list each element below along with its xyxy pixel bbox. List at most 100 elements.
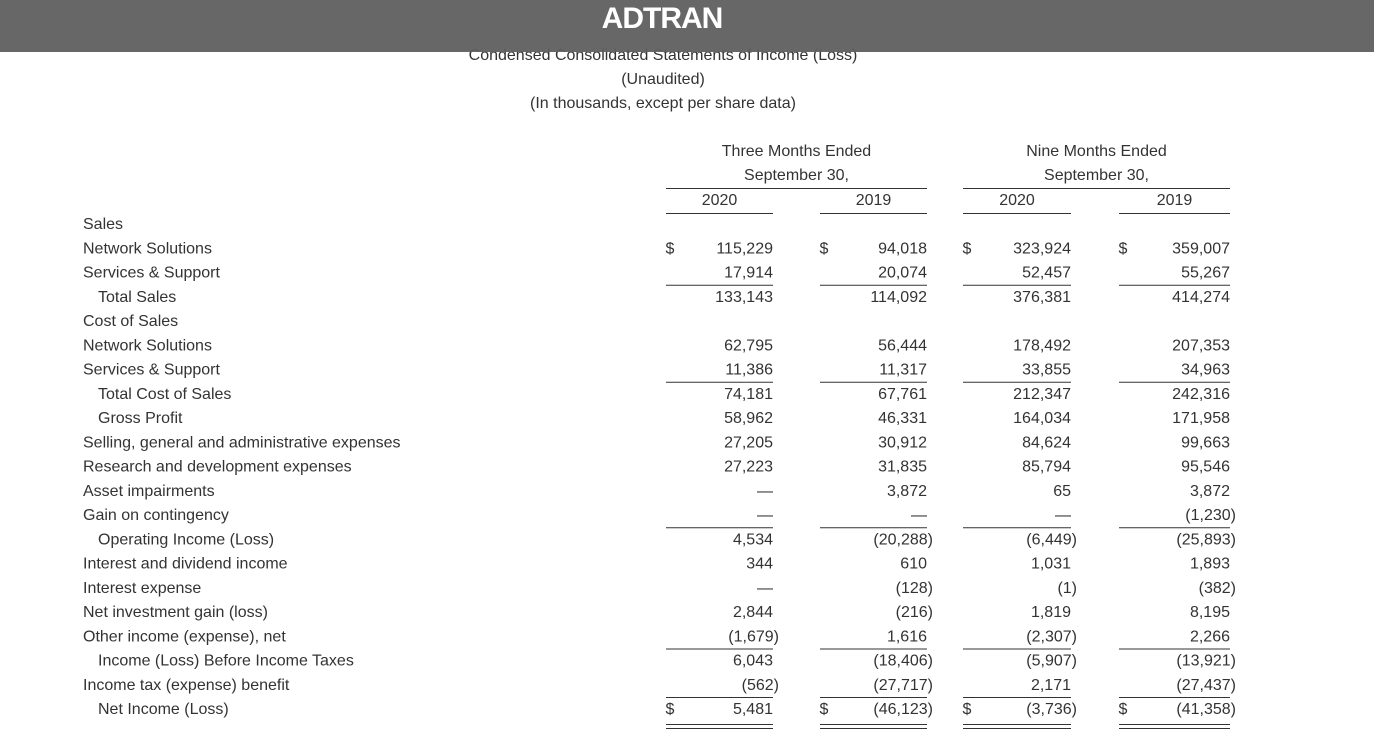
currency-sign: $ (1119, 701, 1128, 718)
cell-value: (25,893) (1176, 531, 1236, 548)
cell-value: 17,914 (724, 265, 773, 282)
cell-value: 2,266 (1190, 628, 1230, 645)
cell-value: 212,347 (1013, 386, 1071, 403)
cell-value: 20,074 (878, 265, 927, 282)
cell-value: 376,381 (1013, 289, 1071, 306)
cell-value: 5,481 (733, 701, 773, 718)
row-label: Services & Support (83, 362, 221, 379)
row-label: Net investment gain (loss) (83, 604, 268, 621)
cell-value: 8,195 (1190, 604, 1230, 621)
row-label: Net Income (Loss) (98, 701, 229, 718)
cell-value: 414,274 (1172, 289, 1230, 306)
cell-value: (1,679) (728, 628, 779, 645)
row-label: Operating Income (Loss) (98, 531, 274, 548)
row-label: Interest expense (83, 580, 201, 597)
cell-value: 610 (900, 556, 927, 573)
cell-value: (562) (742, 677, 779, 694)
year-label: 2020 (702, 192, 738, 209)
year-label: 2020 (999, 192, 1035, 209)
title-line: (In thousands, except per share data) (530, 95, 796, 112)
cell-value: 164,034 (1013, 410, 1071, 427)
cell-value: (46,123) (873, 701, 933, 718)
cell-value: 1,616 (887, 628, 927, 645)
cell-value: 46,331 (878, 410, 927, 427)
cell-value: 99,663 (1181, 434, 1230, 451)
cell-value: 11,386 (725, 362, 773, 379)
cell-value: 2,844 (733, 604, 773, 621)
cell-value: 114,092 (870, 289, 927, 306)
cell-value: 1,819 (1031, 604, 1071, 621)
cell-value: 4,534 (733, 531, 773, 548)
cell-value: 2,171 (1031, 677, 1071, 694)
cell-value: 323,924 (1013, 240, 1071, 257)
cell-value: 65 (1053, 483, 1071, 500)
cell-value: 58,962 (724, 410, 773, 427)
cell-value: (27,437) (1176, 677, 1236, 694)
cell-value: 3,872 (887, 483, 927, 500)
row-label: Services & Support (83, 265, 221, 282)
cell-value: 27,205 (724, 434, 773, 451)
cell-value: 359,007 (1172, 240, 1230, 257)
row-label: Total Sales (98, 289, 176, 306)
row-label: Gross Profit (98, 410, 183, 427)
currency-sign: $ (820, 701, 829, 718)
cell-value: (18,406) (873, 653, 933, 670)
currency-sign: $ (963, 701, 972, 718)
title-line: (Unaudited) (621, 71, 705, 88)
cell-value: 55,267 (1181, 265, 1230, 282)
cell-value: (1,230) (1185, 507, 1236, 524)
logo: ADTRAN (602, 2, 723, 35)
cell-value: 1,031 (1031, 556, 1071, 573)
row-label: Other income (expense), net (83, 628, 286, 645)
row-label: Network Solutions (83, 240, 212, 257)
cell-value: 344 (746, 556, 773, 573)
column-group-label: September 30, (744, 167, 849, 184)
cell-value: (2,307) (1026, 628, 1077, 645)
cell-value: 33,855 (1022, 362, 1071, 379)
currency-sign: $ (666, 240, 675, 257)
column-group-label: Nine Months Ended (1026, 143, 1167, 160)
row-label: Income (Loss) Before Income Taxes (98, 653, 354, 670)
cell-value: (20,288) (873, 531, 933, 548)
currency-sign: $ (963, 240, 972, 257)
row-label: Selling, general and administrative expe… (83, 434, 401, 451)
currency-sign: $ (1119, 240, 1128, 257)
cell-value: (5,907) (1026, 653, 1077, 670)
row-label: Network Solutions (83, 337, 212, 354)
cell-value: 171,958 (1172, 410, 1230, 427)
cell-value: 207,353 (1172, 337, 1230, 354)
column-group-label: Three Months Ended (722, 143, 871, 160)
cell-value: 31,835 (878, 459, 927, 476)
row-label: Income tax (expense) benefit (83, 677, 290, 694)
cell-value: — (911, 507, 927, 524)
cell-value: 178,492 (1013, 337, 1071, 354)
cell-value: 67,761 (878, 386, 927, 403)
row-label: Gain on contingency (83, 507, 229, 524)
cell-value: 94,018 (878, 240, 927, 257)
column-group-label: September 30, (1044, 167, 1149, 184)
cell-value: 6,043 (733, 653, 773, 670)
cell-value: (216) (896, 604, 933, 621)
cell-value: (13,921) (1176, 653, 1236, 670)
cell-value: 3,872 (1190, 483, 1230, 500)
row-label: Interest and dividend income (83, 556, 288, 573)
top-banner (0, 0, 1374, 52)
row-label: Sales (83, 216, 123, 233)
cell-value: 115,229 (716, 240, 773, 257)
cell-value: 34,963 (1181, 362, 1230, 379)
year-label: 2019 (1157, 192, 1193, 209)
cell-value: 74,181 (724, 386, 773, 403)
cell-value: 133,143 (715, 289, 773, 306)
cell-value: 84,624 (1022, 434, 1071, 451)
row-label: Asset impairments (83, 483, 215, 500)
cell-value: 1,893 (1190, 556, 1230, 573)
cell-value: 30,912 (878, 434, 927, 451)
cell-value: (382) (1199, 580, 1236, 597)
cell-value: 95,546 (1181, 459, 1230, 476)
cell-value: 242,316 (1172, 386, 1230, 403)
cell-value: 27,223 (724, 459, 773, 476)
cell-value: (3,736) (1026, 701, 1077, 718)
cell-value: (27,717) (873, 677, 933, 694)
row-label: Cost of Sales (83, 313, 178, 330)
